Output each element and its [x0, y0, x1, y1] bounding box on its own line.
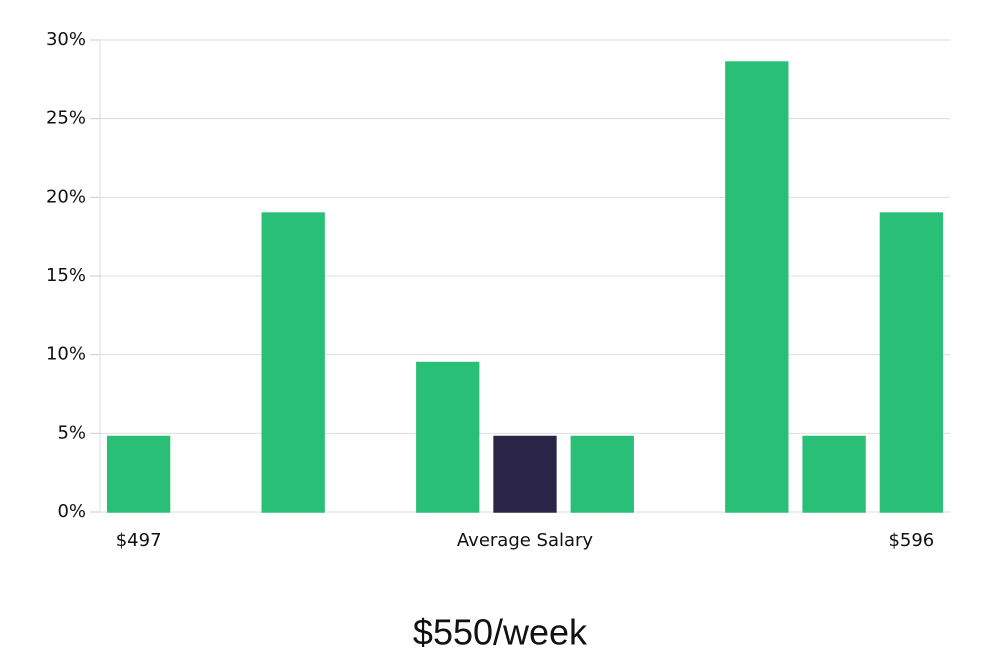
bar	[493, 435, 557, 513]
bar	[570, 435, 634, 513]
y-tick-label: 10%	[46, 344, 86, 365]
bar	[802, 435, 866, 513]
y-tick-label: 20%	[46, 186, 86, 207]
bar	[106, 435, 171, 513]
bar	[879, 212, 944, 513]
y-tick-label: 5%	[57, 422, 86, 443]
chart-subtitle: $550/week	[413, 612, 588, 653]
bar	[416, 361, 480, 513]
bar	[261, 212, 325, 513]
x-tick-label: $596	[888, 530, 934, 551]
x-tick-label: $497	[116, 530, 162, 551]
y-tick-label: 30%	[46, 29, 86, 50]
bar	[725, 61, 789, 513]
y-tick-label: 25%	[46, 108, 86, 129]
x-tick-label: Average Salary	[457, 530, 594, 551]
y-tick-label: 0%	[57, 501, 86, 522]
y-tick-label: 15%	[46, 265, 86, 286]
